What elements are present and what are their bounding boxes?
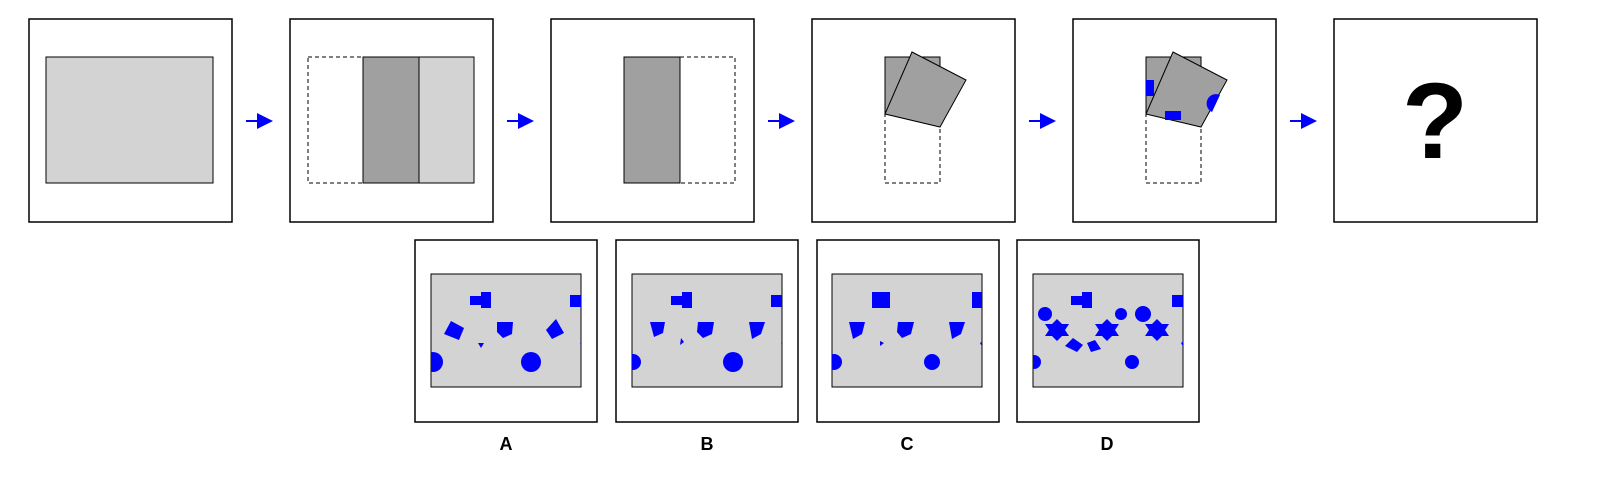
step-panel-2 — [289, 18, 494, 223]
hole-pattern — [431, 292, 581, 372]
panel-frame — [1333, 18, 1538, 223]
step-panel-1 — [28, 18, 233, 223]
hole-pattern — [832, 292, 982, 370]
paper-remaining — [418, 56, 475, 184]
option-d[interactable]: D — [1016, 239, 1200, 454]
step-panel-6: ? — [1333, 18, 1538, 223]
step-panel-5 — [1072, 18, 1277, 223]
option-c[interactable]: C — [816, 239, 1000, 454]
option-label: C — [901, 434, 914, 454]
punch-hole-square — [1146, 80, 1154, 96]
folded-away-outline — [884, 113, 941, 184]
option-label: A — [500, 434, 513, 454]
rotated-flap — [884, 51, 967, 128]
option-label: B — [701, 434, 714, 454]
question-mark: ? — [1402, 60, 1468, 181]
step-panel-3 — [550, 18, 755, 223]
option-b[interactable]: B — [615, 239, 799, 454]
punch-hole-square — [1165, 111, 1181, 120]
paper-sheet — [45, 56, 214, 184]
hole-pattern — [632, 292, 782, 372]
hole-pattern — [1033, 292, 1183, 369]
folded-away-outline — [1145, 113, 1202, 184]
folded-flap — [362, 56, 420, 184]
folded-strip — [623, 56, 681, 184]
option-a[interactable]: A — [414, 239, 598, 454]
rotated-flap — [1145, 51, 1228, 128]
step-panel-4 — [811, 18, 1016, 223]
option-label: D — [1101, 434, 1114, 454]
